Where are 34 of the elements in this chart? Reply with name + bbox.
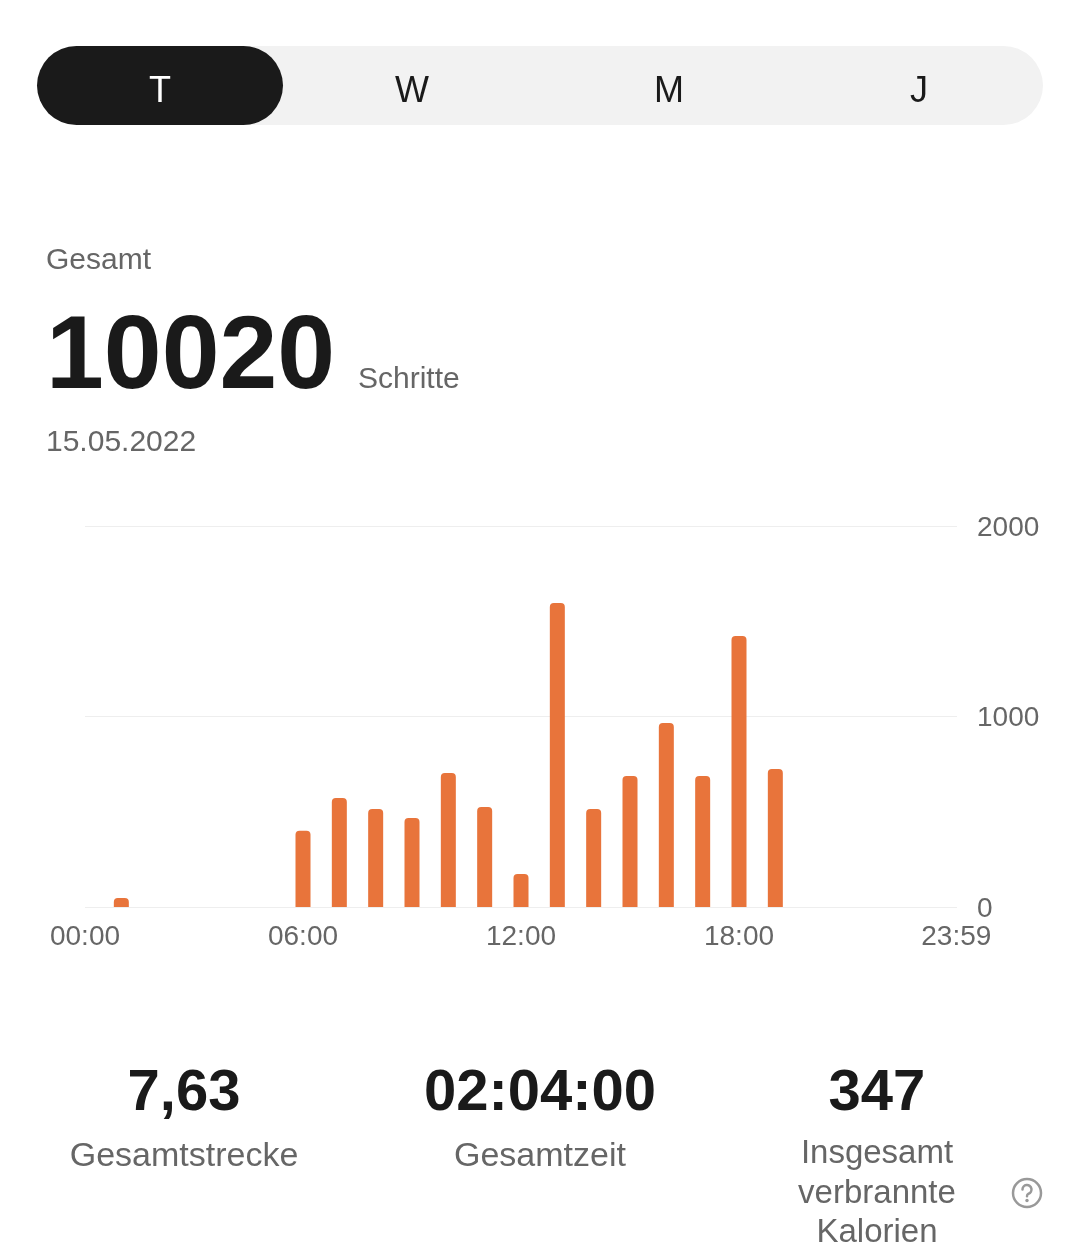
text: J: [909, 68, 929, 112]
bar: [622, 775, 638, 907]
bar: [549, 602, 565, 907]
text: 10020: [46, 294, 336, 410]
y-tick-label: 2000: [977, 510, 1040, 542]
bar: [695, 775, 711, 907]
text: W: [394, 68, 430, 112]
y-tick-label: 1000: [977, 701, 1040, 732]
x-tick-label: 18:00: [703, 919, 775, 951]
text: Schritte: [358, 361, 460, 394]
x-tick-label: 12:00: [485, 919, 557, 951]
bar: [295, 830, 311, 907]
chart-subtitle: 15.05.2022: [46, 424, 197, 457]
text: Insgesamt verbrannte Kalorien: [797, 1132, 957, 1251]
text: 347: [827, 1056, 927, 1124]
text: 7,63: [126, 1056, 242, 1124]
x-tick-label: 06:00: [267, 919, 339, 951]
bar: [404, 818, 420, 907]
x-tick-label: 00:00: [49, 919, 121, 951]
bar: [513, 874, 529, 907]
bar: [477, 806, 493, 907]
bar: [767, 769, 783, 907]
text: M: [653, 68, 685, 112]
chart-title: Gesamt: [46, 242, 152, 275]
text: 02:04:00: [422, 1056, 658, 1124]
text: Gesamtzeit: [453, 1134, 627, 1175]
bar: [368, 809, 384, 907]
bar: [586, 809, 602, 907]
text: T: [148, 68, 172, 112]
bar: [440, 773, 456, 907]
bar: [658, 722, 674, 907]
bar: [731, 635, 747, 907]
bar: [331, 798, 347, 907]
text: Gesamtstrecke: [68, 1134, 300, 1175]
